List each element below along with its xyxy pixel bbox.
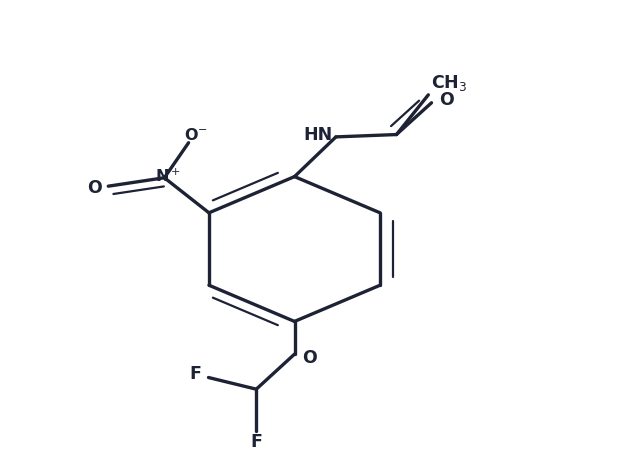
Text: O$^{-}$: O$^{-}$	[184, 127, 208, 143]
Text: O: O	[440, 91, 454, 109]
Text: N$^+$: N$^+$	[155, 167, 180, 185]
Text: F: F	[250, 432, 262, 451]
Text: O: O	[87, 179, 102, 196]
Text: F: F	[190, 365, 202, 383]
Text: HN: HN	[303, 125, 333, 143]
Text: O: O	[302, 349, 317, 367]
Text: CH$_3$: CH$_3$	[431, 73, 467, 93]
